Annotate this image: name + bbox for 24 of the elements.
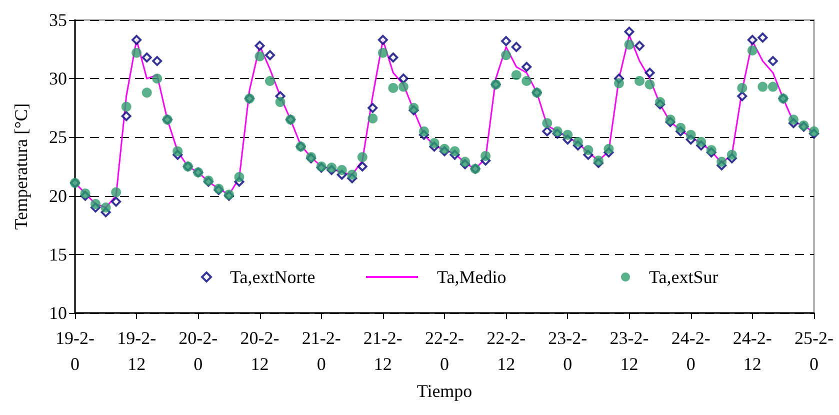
y-tick-label: 30 xyxy=(49,68,67,89)
y-axis-title: Temperatura [°C] xyxy=(11,103,31,230)
x-tick-label: 20-2-0 xyxy=(178,328,218,374)
x-tick-label: 24-2-12 xyxy=(732,328,772,374)
x-tick-label: 21-2-12 xyxy=(363,328,402,374)
x-tick-label: 22-2-12 xyxy=(486,328,526,374)
y-tick-label: 25 xyxy=(49,127,67,148)
x-tick-label: 21-2-0 xyxy=(302,328,341,374)
legend-label: Ta,Medio xyxy=(437,267,506,287)
y-tick-label: 35 xyxy=(49,10,67,30)
x-tick-label: 23-2-12 xyxy=(610,328,649,374)
x-tick-label: 23-2-0 xyxy=(548,328,588,374)
y-tick-label: 15 xyxy=(49,244,67,264)
y-tick-label: 20 xyxy=(49,186,67,206)
x-tick-label: 19-2-12 xyxy=(117,328,156,374)
x-tick-label: 20-2-12 xyxy=(240,328,280,374)
legend-label: Ta,extSur xyxy=(649,267,718,287)
legend-label: Ta,extNorte xyxy=(230,267,316,287)
x-tick-label: 19-2-0 xyxy=(56,328,94,374)
x-tick-label: 22-2-0 xyxy=(425,328,464,374)
x-axis-title: Tiempo xyxy=(416,380,472,401)
x-tick-label: 24-2-0 xyxy=(671,328,710,374)
y-tick-label: 10 xyxy=(49,303,67,323)
x-tick-label: 25-2-0 xyxy=(794,328,834,374)
